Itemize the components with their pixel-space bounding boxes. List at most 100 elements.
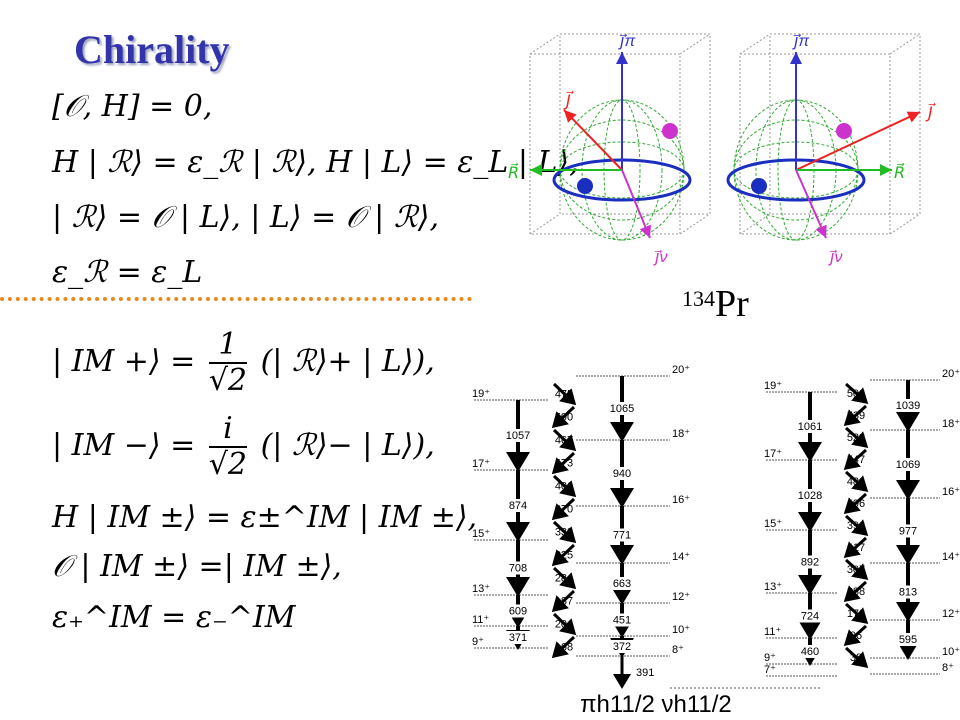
- energy-label-bg: [504, 499, 532, 512]
- im-minus-denominator: √2: [208, 447, 248, 482]
- m1-transition: [551, 405, 576, 429]
- spin-label: 10⁺: [942, 646, 960, 658]
- m1-transition: [844, 646, 869, 669]
- spin-label: 10⁺: [672, 624, 690, 636]
- gamma-energy-label: 187: [555, 596, 573, 608]
- m1-transition: [843, 536, 868, 559]
- nucleus-label: 134Pr: [682, 282, 749, 326]
- gamma-energy-label: 500: [847, 388, 865, 400]
- gamma-energy-label: 371: [509, 632, 527, 644]
- im-plus-fraction: 1 √2: [208, 330, 248, 398]
- gamma-energy-label: 401: [555, 481, 573, 493]
- im-plus-lhs: | IM +⟩ =: [52, 344, 196, 379]
- spin-label: 19⁺: [472, 388, 490, 400]
- energy-label-bg: [504, 561, 532, 575]
- spin-label: 8⁺: [672, 644, 684, 656]
- spin-label: 18⁺: [672, 428, 690, 440]
- gamma-energy-label: 1065: [610, 403, 634, 415]
- gamma-energy-label: 1057: [506, 430, 530, 442]
- right-j-vector: [795, 111, 921, 171]
- spin-label: 11⁺: [764, 626, 781, 638]
- gamma-energy-label: 370: [555, 504, 573, 516]
- spin-label: 16⁺: [942, 486, 960, 498]
- right-proton-ball: [836, 123, 852, 139]
- gamma-energy-label: 473: [555, 458, 573, 470]
- left-j-label: J⃗: [563, 90, 574, 110]
- hamiltonian-im-equation: H | IM ±⟩ = ε±^IM | IM ±⟩,: [52, 500, 478, 535]
- im-minus-fraction: i √2: [208, 414, 248, 482]
- energy-label-bg: [608, 577, 636, 590]
- band-1: 19⁺ 17⁺ 15⁺ 13⁺ 11⁺ 9⁺ 20⁺ 18⁺ 16⁺ 14⁺ 12⁺ 10⁺ 8⁺ 105…: [472, 364, 820, 689]
- element-symbol: Pr: [715, 283, 749, 325]
- energy-label-bg: [894, 399, 922, 412]
- spin-label: 14⁺: [672, 551, 690, 563]
- right-r-label: R⃗: [894, 162, 905, 182]
- gamma-energy-label: 1039: [896, 400, 920, 412]
- m1-transition: [844, 426, 869, 449]
- gamma-energy-label: 724: [801, 611, 819, 623]
- energy-label-bg: [796, 489, 824, 502]
- im-plus-equation: | IM +⟩ = 1 √2 (| ℛ⟩+ | L⟩),: [52, 330, 435, 396]
- gamma-energy-label: 325: [555, 550, 573, 562]
- left-j-vector: [563, 109, 623, 171]
- gamma-energy-label: 708: [509, 563, 527, 575]
- left-bounding-box: [529, 33, 711, 235]
- spin-label: 15⁺: [764, 518, 782, 530]
- gamma-energy-label: 96: [850, 630, 862, 642]
- m1-transition: [551, 543, 576, 567]
- spin-label: 7⁺: [764, 664, 776, 676]
- energy-label-bg: [608, 613, 636, 627]
- gamma-energy-label: 307: [847, 564, 865, 576]
- m1-transition: [843, 624, 868, 647]
- left-r-label: R⃗: [508, 162, 519, 182]
- m1-transition: [552, 612, 577, 636]
- gamma-energy-label: 977: [899, 526, 917, 538]
- im-plus-numerator: 1: [208, 330, 248, 364]
- gamma-energy-label: 481: [847, 476, 865, 488]
- gamma-energy-label: 338: [555, 527, 573, 539]
- spin-label: 12⁺: [942, 608, 960, 620]
- m1-transition: [552, 428, 577, 452]
- gamma-energy-label: 539: [847, 410, 865, 422]
- gamma-energy-label: 475: [555, 389, 573, 401]
- spin-label: 9⁺: [472, 636, 484, 648]
- gamma-energy-label: 396: [847, 520, 865, 532]
- m1-transition: [843, 580, 868, 603]
- m1-transition: [844, 470, 869, 493]
- level-scheme: 19⁺ 17⁺ 15⁺ 13⁺ 11⁺ 9⁺ 20⁺ 18⁺ 16⁺ 14⁺ 12⁺ 10⁺ 8⁺ 105…: [472, 364, 960, 718]
- level-scheme-footer: πh11/2 νh11/2: [580, 691, 732, 718]
- m1-transition: [551, 589, 576, 613]
- m1-transition: [844, 602, 869, 625]
- energy-label-bg: [504, 631, 532, 644]
- im-degeneracy-equation: ε₊^IM = ε₋^IM: [52, 600, 296, 635]
- spin-label: 20⁺: [672, 364, 690, 376]
- degeneracy-equation: ε_ℛ = ε_L: [52, 255, 203, 290]
- m1-transition: [844, 514, 869, 537]
- gamma-energy-label: 417: [847, 542, 865, 554]
- gamma-energy-label: 609: [509, 606, 527, 618]
- spin-label: 19⁺: [764, 380, 782, 392]
- m1-transition: [551, 635, 576, 659]
- energy-label-bg: [796, 420, 824, 433]
- chiral-operator-im-equation: 𝒪 | IM ±⟩ =| IM ±⟩,: [52, 549, 342, 584]
- right-j-nu-label: j⃗ν: [828, 249, 842, 266]
- right-j-nu-vector: [795, 169, 827, 239]
- left-neutron-ball: [577, 178, 593, 194]
- gamma-energy-label: 1028: [798, 490, 822, 502]
- dotted-divider: [0, 297, 472, 301]
- commutator-equation: [𝒪, H] = 0,: [52, 89, 213, 124]
- chirality-sphere-diagrams: j⃗π J⃗ R⃗ j⃗ν j⃗π J⃗ R⃗ j⃗ν: [508, 33, 936, 266]
- spin-label: 12⁺: [672, 591, 690, 603]
- energy-label-bg: [608, 528, 636, 542]
- gamma-energy-label: 595: [899, 634, 917, 646]
- gamma-energy-label: 496: [847, 498, 865, 510]
- im-plus-denominator: √2: [208, 363, 248, 398]
- gamma-energy-label: 460: [801, 646, 819, 658]
- gamma-energy-label: 663: [613, 578, 631, 590]
- spin-label: 16⁺: [672, 494, 690, 506]
- m1-transition: [552, 382, 577, 406]
- m1-transition: [844, 382, 869, 405]
- m1-transition: [551, 451, 576, 475]
- gamma-energy-label: 813: [899, 587, 917, 599]
- gamma-energy-label: 204: [555, 619, 573, 631]
